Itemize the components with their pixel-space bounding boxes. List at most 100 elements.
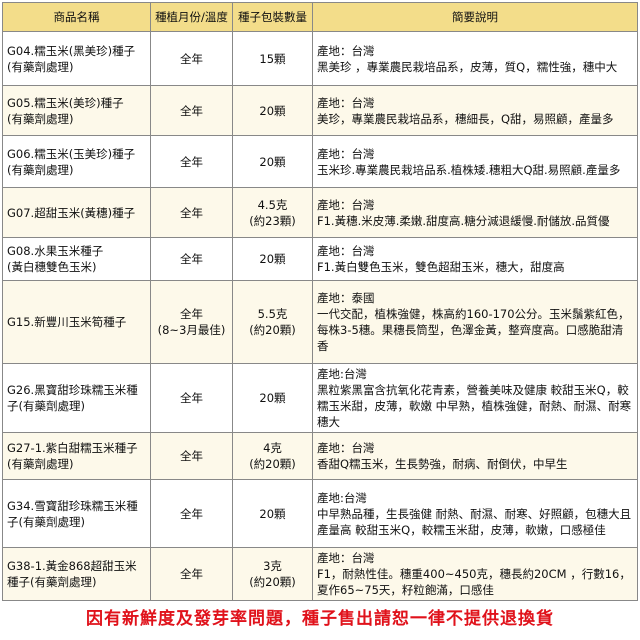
description-cell: 產地：台灣 F1.黃白雙色玉米，雙色超甜玉米，穗大，甜度高 [312, 237, 638, 281]
season-cell: 全年 [150, 187, 233, 238]
qty-line: 5.5克 [257, 307, 288, 321]
name-cell: G34.雪寶甜珍珠糯玉米種 子(有藥劑處理) [2, 479, 151, 548]
qty-cell: 20顆 [232, 363, 313, 433]
description-cell: 產地：台灣 香甜Q糯玉米，生長勢強，耐病、耐倒伏，中早生 [312, 432, 638, 480]
header-cell: 種植月份/溫度 [150, 2, 233, 32]
qty-line: 20顆 [259, 391, 286, 405]
name-line: (黃白穗雙色玉米) [7, 260, 97, 274]
qty-line: 15顆 [259, 51, 286, 66]
header-cell: 商品名稱 [2, 2, 151, 32]
table-row: G15.新豐川玉米筍種子 全年 (8~3月最佳) 5.5克 (約20顆) 產地：泰國一代交… [2, 280, 638, 364]
name-cell: G04.糯玉米(黑美珍)種子 (有藥劑處理) [2, 31, 151, 86]
season-line: (8~3月最佳) [157, 323, 226, 337]
name-line: G15.新豐川玉米筍種子 [7, 315, 127, 329]
name-line: 子(有藥劑處理) [7, 399, 85, 413]
qty-line: 20顆 [259, 154, 286, 169]
season-cell: 全年 [150, 363, 233, 433]
qty-line: 4克 [263, 441, 282, 455]
name-line: G06.糯玉米(玉美珍)種子 [7, 146, 136, 161]
description-cell: 產地：台灣 黑美珍 ，專業農民栽培品系，皮薄，質Q，糯性強，穗中大 [312, 31, 638, 86]
table-row: G38-1.黃金868超甜玉米 種子(有藥劑處理) 全年 3克 (約20顆) 產地：台灣 F… [2, 547, 638, 601]
name-cell: G38-1.黃金868超甜玉米 種子(有藥劑處理) [2, 547, 151, 601]
description-cell: 產地：台灣 F1，耐熱性佳。穗重400~450克，穗長約20CM ，行數16，夏作… [312, 547, 638, 601]
qty-line: 3克 [263, 559, 282, 573]
qty-line: (約20顆) [249, 575, 296, 589]
qty-cell: 20顆 [232, 237, 313, 281]
season-cell: 全年 (8~3月最佳) [150, 280, 233, 364]
name-line: G26.黑寶甜珍珠糯玉米種 [7, 383, 138, 397]
name-line: (有藥劑處理) [7, 162, 74, 177]
name-cell: G26.黑寶甜珍珠糯玉米種 子(有藥劑處理) [2, 363, 151, 433]
description: 黑美珍 ，專業農民栽培品系，皮薄，質Q，糯性強，穗中大 [317, 59, 618, 74]
season-cell: 全年 [150, 432, 233, 480]
name-cell: G07.超甜玉米(黃穗)種子 [2, 187, 151, 238]
season-line: 全年 [180, 252, 203, 266]
origin: 產地:台灣 [317, 367, 367, 381]
name-line: G38-1.黃金868超甜玉米 [7, 559, 137, 573]
season-line: 全年 [180, 391, 203, 405]
origin: 產地：台灣 [317, 197, 375, 212]
description-cell: 產地：台灣 玉米珍.專業農民栽培品系.植株矮.穗粗大Q甜.易照顧.產量多 [312, 135, 638, 188]
description: 黑粒紫黑富含抗氧化花青素，營養美味及健康 較甜玉米Q，較糯玉米甜，皮薄，軟嫩 中… [317, 383, 632, 429]
description: F1.黃白雙色玉米，雙色超甜玉米，穗大，甜度高 [317, 260, 565, 274]
description: F1，耐熱性佳。穗重400~450克，穗長約20CM ，行數16，夏作65~75… [317, 567, 631, 597]
origin: 產地：台灣 [317, 146, 375, 161]
origin: 產地：台灣 [317, 551, 375, 565]
description: 美珍，專業農民栽培品系，穗細長，Q甜，易照顧，產量多 [317, 111, 614, 126]
name-line: G08.水果玉米種子 [7, 244, 104, 258]
qty-line: (約20顆) [249, 457, 296, 471]
header-cell: 簡要說明 [312, 2, 638, 32]
season-cell: 全年 [150, 547, 233, 601]
description-cell: 產地:台灣 中早熟品種，生長強健 耐熱、耐濕、耐寒、好照顧，包穗大且產量高 較甜玉… [312, 479, 638, 548]
name-line: G27-1.紫白甜糯玉米種子 [7, 441, 138, 455]
name-cell: G06.糯玉米(玉美珍)種子 (有藥劑處理) [2, 135, 151, 188]
season-cell: 全年 [150, 237, 233, 281]
qty-cell: 20顆 [232, 479, 313, 548]
season-line: 全年 [180, 506, 203, 521]
name-line: G04.糯玉米(黑美珍)種子 [7, 43, 136, 58]
qty-line: 20顆 [259, 252, 286, 266]
qty-cell: 20顆 [232, 85, 313, 136]
table-row: G07.超甜玉米(黃穗)種子 全年 4.5克 (約23顆) 產地：台灣 F1.黃穗.米皮薄… [2, 187, 638, 238]
qty-line: (約23顆) [249, 213, 296, 228]
season-cell: 全年 [150, 31, 233, 86]
description: F1.黃穗.米皮薄.柔嫩.甜度高.糖分減退緩慢.耐儲放.品質優 [317, 213, 610, 228]
description: 香甜Q糯玉米，生長勢強，耐病、耐倒伏，中早生 [317, 457, 568, 471]
table-row: G05.糯玉米(美珍)種子 (有藥劑處理) 全年 20顆 產地：台灣 美珍，專業農民栽培品… [2, 85, 638, 136]
qty-line: (約20顆) [249, 323, 296, 337]
season-line: 全年 [180, 205, 203, 220]
description: 玉米珍.專業農民栽培品系.植株矮.穗粗大Q甜.易照顧.產量多 [317, 162, 621, 177]
origin: 產地：台灣 [317, 95, 375, 110]
origin: 產地：泰國 [317, 291, 375, 305]
qty-line: 4.5克 [257, 197, 288, 212]
origin: 產地：台灣 [317, 43, 375, 58]
name-line: G05.糯玉米(美珍)種子 [7, 95, 124, 110]
origin: 產地:台灣 [317, 490, 367, 505]
name-cell: G27-1.紫白甜糯玉米種子 (有藥劑處理) [2, 432, 151, 480]
qty-line: 20顆 [259, 506, 286, 521]
description-cell: 產地：台灣 美珍，專業農民栽培品系，穗細長，Q甜，易照顧，產量多 [312, 85, 638, 136]
table-row: G04.糯玉米(黑美珍)種子 (有藥劑處理) 全年 15顆 產地：台灣 黑美珍 ，專業農民… [2, 31, 638, 86]
qty-cell: 3克 (約20顆) [232, 547, 313, 601]
name-line: G07.超甜玉米(黃穗)種子 [7, 205, 136, 220]
season-line: 全年 [180, 567, 203, 581]
table-row: G27-1.紫白甜糯玉米種子 (有藥劑處理) 全年 4克 (約20顆) 產地：台灣 香甜Q糯… [2, 432, 638, 480]
name-cell: G05.糯玉米(美珍)種子 (有藥劑處理) [2, 85, 151, 136]
description-cell: 產地:台灣黑粒紫黑富含抗氧化花青素，營養美味及健康 較甜玉米Q，較糯玉米甜，皮薄… [312, 363, 638, 433]
season-cell: 全年 [150, 135, 233, 188]
seed-table: 商品名稱 種植月份/溫度 種子包裝數量 簡要說明 G04.糯玉米(黑美珍)種子 (有藥劑… [2, 2, 638, 601]
name-line: 種子(有藥劑處理) [7, 575, 97, 589]
footer-notice: 因有新鮮度及發芽率問題，種子售出請恕一律不提供退換貨 [86, 609, 554, 629]
season-line: 全年 [180, 51, 203, 66]
name-line: 子(有藥劑處理) [7, 514, 85, 529]
qty-cell: 15顆 [232, 31, 313, 86]
name-cell: G15.新豐川玉米筍種子 [2, 280, 151, 364]
qty-cell: 20顆 [232, 135, 313, 188]
name-line: G34.雪寶甜珍珠糯玉米種 [7, 498, 138, 513]
name-line: (有藥劑處理) [7, 457, 74, 471]
season-cell: 全年 [150, 479, 233, 548]
header-row: 商品名稱 種植月份/溫度 種子包裝數量 簡要說明 [2, 2, 638, 32]
name-cell: G08.水果玉米種子 (黃白穗雙色玉米) [2, 237, 151, 281]
description: 一代交配，植株強健，株高約160-170公分。玉米鬚紫紅色，每株3-5穗。果穗長… [317, 307, 630, 353]
